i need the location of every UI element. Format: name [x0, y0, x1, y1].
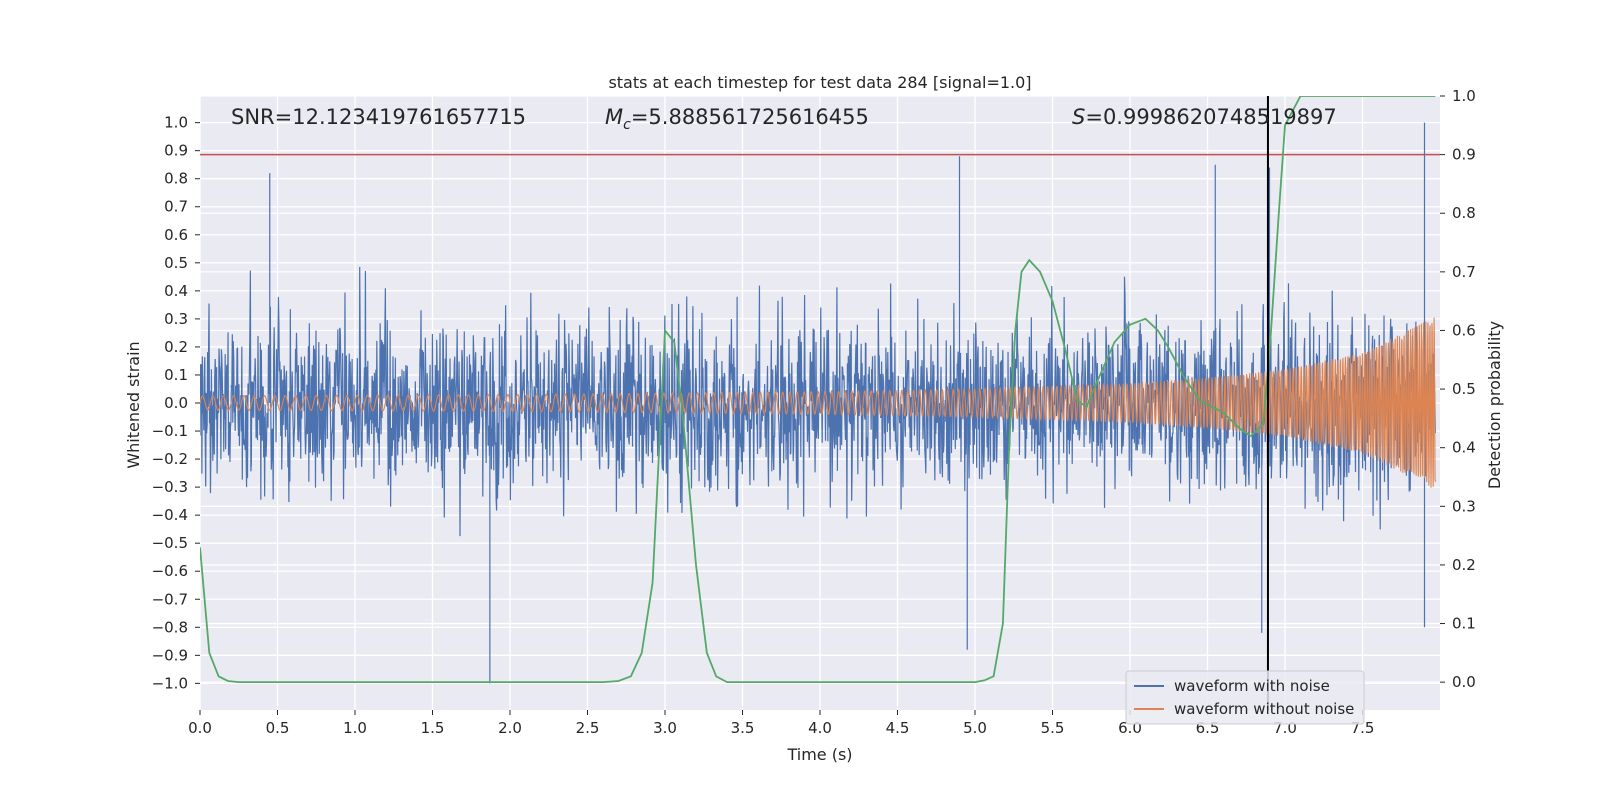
x-tick-label: 5.5 [1041, 719, 1065, 737]
y2-tick-label: 0.3 [1452, 497, 1476, 515]
y2-tick-labels: 1.0 0.9 0.8 0.7 0.6 0.5 0.4 0.3 0.2 0.1 0.0 [1440, 87, 1476, 691]
y2-tick-label: 0.0 [1452, 673, 1476, 691]
series-waveform-with-noise [200, 122, 1436, 684]
x-tick-label: 0.0 [188, 719, 212, 737]
chirp-mass-annotation: Mc=5.888561725616455 [605, 105, 869, 133]
y-tick-label: −0.3 [152, 478, 188, 496]
y-axis-label: Whitened strain [124, 341, 143, 468]
x-tick-label: 0.5 [266, 719, 290, 737]
y-tick-label: 0.3 [164, 310, 188, 328]
x-tick-label: 3.5 [731, 719, 755, 737]
y-tick-label: −0.4 [152, 506, 188, 524]
y2-tick-label: 0.6 [1452, 321, 1476, 339]
y-tick-label: −0.5 [152, 534, 188, 552]
x-tick-label: 1.5 [421, 719, 445, 737]
x-tick-label: 4.0 [808, 719, 832, 737]
y2-tick-label: 0.1 [1452, 615, 1476, 633]
y-tick-label: 0.8 [164, 170, 188, 188]
x-tick-label: 4.5 [886, 719, 910, 737]
x-tick-label: 3.0 [653, 719, 677, 737]
x-tick-label: 1.0 [343, 719, 367, 737]
y-tick-label: 0.7 [164, 198, 188, 216]
y2-tick-label: 0.7 [1452, 263, 1476, 281]
score-annotation: S=0.9998620748519897 [1072, 105, 1337, 129]
legend-label-waveform-without-noise: waveform without noise [1174, 700, 1354, 718]
y-tick-label: 1.0 [164, 114, 188, 132]
snr-annotation: SNR=12.123419761657715 [231, 105, 526, 129]
y2-tick-label: 0.2 [1452, 556, 1476, 574]
chirp-mass-subscript: c [623, 117, 631, 133]
y-tick-label: 0.0 [164, 394, 188, 412]
y-tick-label: 0.6 [164, 226, 188, 244]
y2-tick-label: 0.9 [1452, 146, 1476, 164]
y2-tick-label: 1.0 [1452, 87, 1476, 105]
x-tick-label: 5.0 [963, 719, 987, 737]
series-waveform-without-noise [200, 317, 1436, 488]
x-tick-label: 2.0 [498, 719, 522, 737]
chirp-mass-value: =5.888561725616455 [631, 105, 869, 129]
y-tick-label: 0.4 [164, 282, 188, 300]
y-tick-label: −0.9 [152, 646, 188, 664]
chirp-mass-symbol: M [605, 105, 623, 129]
series-detection-probability [200, 96, 1436, 684]
y2-tick-label: 0.8 [1452, 204, 1476, 222]
y-tick-label: −0.2 [152, 450, 188, 468]
y-tick-label: 0.2 [164, 338, 188, 356]
y-tick-label: 0.5 [164, 254, 188, 272]
y-tick-label: 0.9 [164, 142, 188, 160]
y2-tick-label: 0.4 [1452, 439, 1476, 457]
y-tick-label: 0.1 [164, 366, 188, 384]
y-tick-label: −0.8 [152, 618, 188, 636]
y-tick-label: −0.6 [152, 562, 188, 580]
score-value: =0.9998620748519897 [1085, 105, 1336, 129]
x-tick-label: 2.5 [576, 719, 600, 737]
x-axis-label: Time (s) [786, 745, 852, 764]
y-tick-label: −0.7 [152, 590, 188, 608]
y-tick-labels: 1.0 0.9 0.8 0.7 0.6 0.5 0.4 0.3 0.2 0.1 0.0 −0.1 −0.… [152, 114, 200, 692]
y2-axis-label: Detection probability [1485, 321, 1504, 489]
legend-label-waveform-with-noise: waveform with noise [1174, 677, 1330, 695]
legend: waveform with noise waveform without noi… [1125, 670, 1365, 725]
y2-tick-label: 0.5 [1452, 380, 1476, 398]
y-tick-label: −0.1 [152, 422, 188, 440]
legend-box [1125, 670, 1365, 725]
y-tick-label: −1.0 [152, 674, 188, 692]
score-symbol: S [1072, 105, 1085, 129]
chart-title: stats at each timestep for test data 284… [608, 73, 1031, 92]
